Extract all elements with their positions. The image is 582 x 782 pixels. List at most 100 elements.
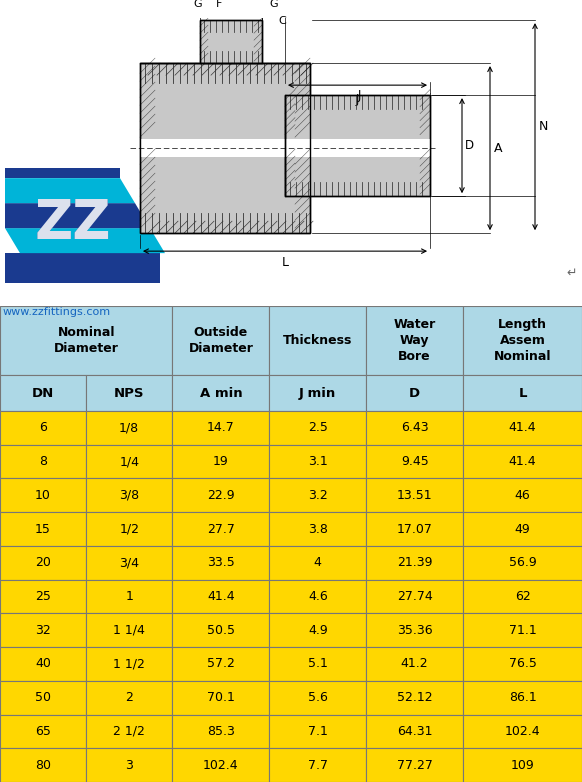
Bar — [172, 479, 269, 512]
Bar — [0, 613, 86, 647]
Bar — [366, 715, 463, 748]
Text: G: G — [269, 0, 278, 9]
Text: 3/4: 3/4 — [119, 556, 139, 569]
Bar — [86, 479, 172, 512]
Bar — [463, 411, 582, 445]
Text: L: L — [519, 386, 527, 400]
Text: 3.2: 3.2 — [308, 489, 328, 502]
Bar — [0, 546, 86, 579]
Text: 6: 6 — [39, 421, 47, 434]
Text: 70.1: 70.1 — [207, 691, 235, 704]
Text: 20: 20 — [35, 556, 51, 569]
Bar — [86, 681, 172, 715]
Bar — [269, 411, 366, 445]
Bar — [269, 681, 366, 715]
Text: 35.36: 35.36 — [397, 624, 432, 637]
Bar — [269, 479, 366, 512]
Bar — [86, 579, 172, 613]
Bar — [172, 579, 269, 613]
Text: J min: J min — [299, 386, 336, 400]
Bar — [140, 63, 310, 233]
Text: 13.51: 13.51 — [397, 489, 432, 502]
Bar — [269, 546, 366, 579]
Bar — [366, 546, 463, 579]
Bar — [86, 748, 172, 782]
Bar — [269, 647, 366, 681]
Text: A min: A min — [200, 386, 242, 400]
Bar — [463, 613, 582, 647]
Bar — [463, 512, 582, 546]
Bar — [0, 748, 86, 782]
Text: 10: 10 — [35, 489, 51, 502]
Text: 4: 4 — [314, 556, 322, 569]
Bar — [463, 546, 582, 579]
Text: N: N — [539, 120, 548, 133]
Text: Outside
Diameter: Outside Diameter — [189, 326, 253, 355]
Bar — [366, 613, 463, 647]
Text: 109: 109 — [511, 759, 534, 772]
Bar — [86, 715, 172, 748]
Text: 57.2: 57.2 — [207, 658, 235, 670]
Bar — [172, 445, 269, 479]
Bar — [172, 307, 269, 375]
Text: Nominal
Diameter: Nominal Diameter — [54, 326, 119, 355]
Bar — [366, 748, 463, 782]
Bar — [269, 613, 366, 647]
Text: 4.9: 4.9 — [308, 624, 328, 637]
Text: Length
Assem
Nominal: Length Assem Nominal — [494, 318, 551, 364]
Text: ZZ: ZZ — [35, 197, 111, 249]
Bar — [0, 579, 86, 613]
Text: 64.31: 64.31 — [397, 725, 432, 738]
Bar — [269, 307, 366, 375]
Bar — [86, 546, 172, 579]
Text: 8: 8 — [39, 455, 47, 468]
Bar — [366, 579, 463, 613]
Bar — [285, 95, 430, 196]
Text: 15: 15 — [35, 522, 51, 536]
Text: 3/8: 3/8 — [119, 489, 139, 502]
Polygon shape — [140, 63, 310, 233]
Polygon shape — [200, 20, 262, 63]
Polygon shape — [5, 168, 120, 178]
Polygon shape — [5, 203, 150, 228]
Bar — [366, 647, 463, 681]
Text: 5.1: 5.1 — [308, 658, 328, 670]
Text: Water
Way
Bore: Water Way Bore — [393, 318, 436, 364]
Text: 17.07: 17.07 — [397, 522, 432, 536]
Text: 1: 1 — [125, 590, 133, 603]
Bar — [172, 715, 269, 748]
Bar — [0, 512, 86, 546]
Bar — [86, 613, 172, 647]
Text: 19: 19 — [213, 455, 229, 468]
Text: D: D — [465, 139, 474, 152]
Text: 33.5: 33.5 — [207, 556, 235, 569]
Bar — [172, 681, 269, 715]
Text: 1/4: 1/4 — [119, 455, 139, 468]
Text: 21.39: 21.39 — [397, 556, 432, 569]
Bar — [463, 715, 582, 748]
Text: 1/8: 1/8 — [119, 421, 139, 434]
Polygon shape — [5, 178, 135, 203]
Bar — [0, 307, 172, 375]
Text: 2.5: 2.5 — [308, 421, 328, 434]
Bar — [366, 479, 463, 512]
Bar — [86, 375, 172, 411]
Text: 86.1: 86.1 — [509, 691, 537, 704]
Polygon shape — [5, 253, 160, 283]
Text: 14.7: 14.7 — [207, 421, 235, 434]
Bar — [269, 375, 366, 411]
Text: 46: 46 — [514, 489, 531, 502]
Text: NPS: NPS — [114, 386, 144, 400]
Bar — [86, 411, 172, 445]
Bar — [0, 445, 86, 479]
Bar — [463, 375, 582, 411]
Bar — [269, 748, 366, 782]
Text: 2: 2 — [125, 691, 133, 704]
Text: 7.7: 7.7 — [308, 759, 328, 772]
Text: 76.5: 76.5 — [509, 658, 537, 670]
Text: 71.1: 71.1 — [509, 624, 537, 637]
Bar — [172, 546, 269, 579]
Text: 62: 62 — [514, 590, 531, 603]
Text: F: F — [215, 0, 222, 9]
Text: C: C — [279, 16, 286, 26]
